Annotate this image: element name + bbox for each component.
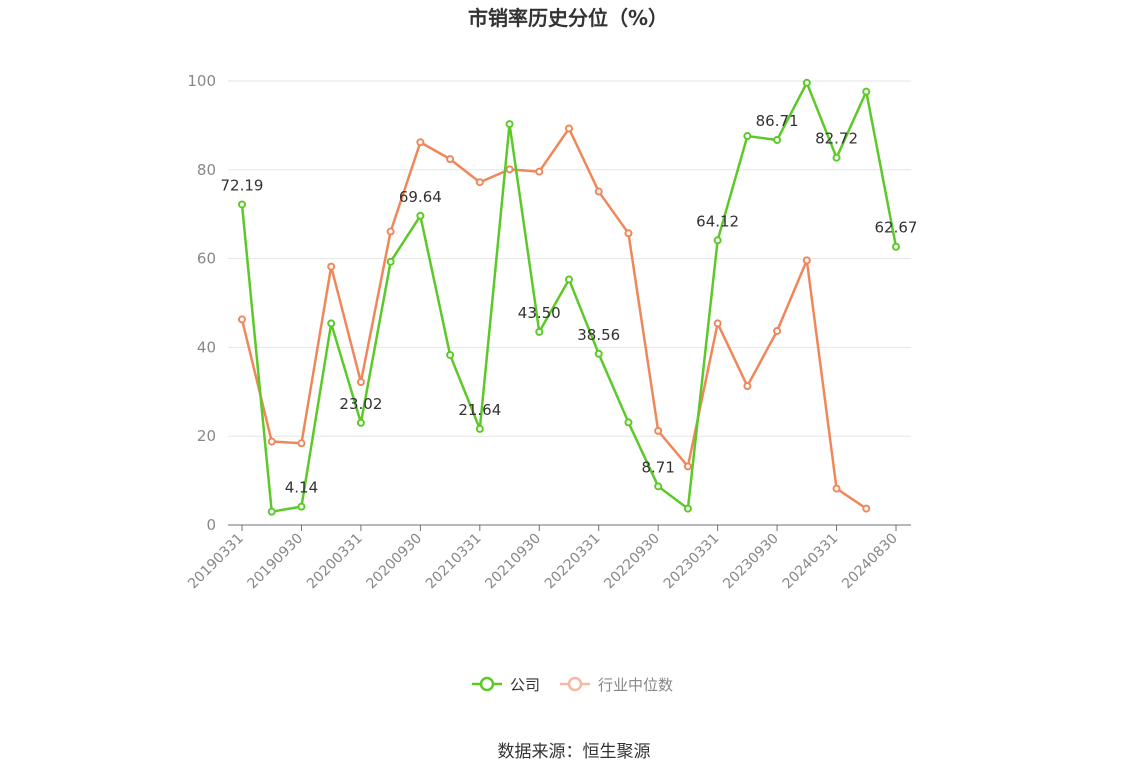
y-tick-label: 20	[197, 427, 216, 445]
data-point	[654, 482, 663, 491]
data-point	[297, 439, 306, 448]
x-tick-label: 20240331	[780, 531, 842, 593]
data-point	[565, 275, 573, 284]
x-tick-label: 20230930	[720, 531, 782, 593]
data-point	[446, 155, 455, 164]
data-point	[386, 227, 395, 236]
data-labels: 72.19 4.14 23.02 69.64 21.64 43.50 38.56 8.71 64…	[221, 112, 918, 497]
data-label: 23.02	[339, 395, 382, 413]
data-point	[594, 349, 603, 358]
data-point	[356, 378, 365, 387]
x-tick-label: 20190331	[185, 531, 247, 593]
legend: 公司 行业中位数	[472, 676, 673, 694]
data-label: 4.14	[285, 479, 318, 497]
data-point	[713, 319, 722, 328]
data-point	[327, 319, 336, 328]
chart-title: 市销率历史分位（%）	[468, 6, 668, 30]
x-tick-label: 20210930	[482, 531, 544, 593]
data-point	[505, 165, 514, 174]
data-point	[238, 315, 246, 324]
data-point	[802, 78, 811, 87]
x-tick-label: 20240830	[839, 531, 901, 593]
data-point	[267, 437, 276, 446]
source-note: 数据来源：恒生聚源	[498, 742, 651, 762]
data-label: 38.56	[577, 326, 620, 344]
data-point	[773, 326, 782, 335]
y-tick-label: 100	[187, 72, 216, 90]
data-point	[475, 424, 484, 433]
data-point	[416, 138, 425, 147]
data-point	[832, 484, 841, 493]
x-tick-label: 20200930	[363, 531, 425, 593]
legend-label: 行业中位数	[598, 676, 673, 694]
data-label: 21.64	[458, 401, 501, 419]
data-point	[743, 382, 752, 391]
x-tick-label: 20210331	[423, 531, 485, 593]
data-point	[327, 262, 336, 271]
data-point	[267, 507, 276, 516]
data-point	[505, 120, 514, 129]
data-point	[654, 426, 663, 435]
data-label: 82.72	[815, 130, 858, 148]
x-tick-label: 20200331	[304, 531, 366, 593]
data-label: 43.50	[518, 304, 561, 322]
data-point	[594, 187, 603, 196]
y-tick-label: 40	[197, 338, 216, 356]
grid	[228, 80, 911, 437]
data-point	[535, 327, 544, 336]
data-point	[624, 229, 633, 238]
data-point	[862, 87, 871, 96]
legend-marker-icon	[479, 676, 495, 692]
data-point	[802, 256, 811, 265]
x-tick-label: 20230331	[661, 531, 723, 593]
data-point	[862, 504, 871, 513]
y-tick-label: 80	[197, 161, 216, 179]
x-tick-label: 20220331	[542, 531, 604, 593]
data-label: 72.19	[221, 176, 264, 194]
data-point	[446, 350, 455, 359]
data-point	[535, 167, 544, 176]
data-point	[713, 236, 722, 245]
y-tick-label: 0	[206, 516, 216, 534]
data-point	[238, 200, 246, 209]
data-point	[743, 132, 752, 141]
y-axis: 0 20 40 60 80 100	[187, 72, 216, 534]
data-point	[892, 242, 900, 251]
data-label: 86.71	[756, 112, 799, 130]
data-point	[683, 504, 692, 513]
data-label: 8.71	[641, 458, 674, 476]
data-label: 62.67	[875, 219, 918, 237]
legend-marker-icon	[567, 676, 583, 692]
data-point	[565, 124, 573, 133]
data-point	[386, 257, 395, 266]
data-point	[416, 211, 425, 220]
data-point	[624, 418, 633, 427]
legend-label: 公司	[510, 676, 540, 694]
x-axis: 2019033120190930202003312020093020210331…	[185, 524, 911, 593]
data-point	[297, 502, 306, 511]
y-tick-label: 60	[197, 250, 216, 268]
x-tick-label: 20190930	[245, 531, 307, 593]
data-point	[475, 178, 484, 187]
data-label: 69.64	[399, 188, 442, 206]
data-point	[356, 418, 365, 427]
series-layer	[238, 78, 900, 516]
data-point	[832, 153, 841, 162]
data-point	[683, 462, 692, 471]
data-label: 64.12	[696, 212, 739, 230]
x-tick-label: 20220930	[601, 531, 663, 593]
data-point	[773, 136, 782, 145]
series-line	[240, 127, 867, 510]
